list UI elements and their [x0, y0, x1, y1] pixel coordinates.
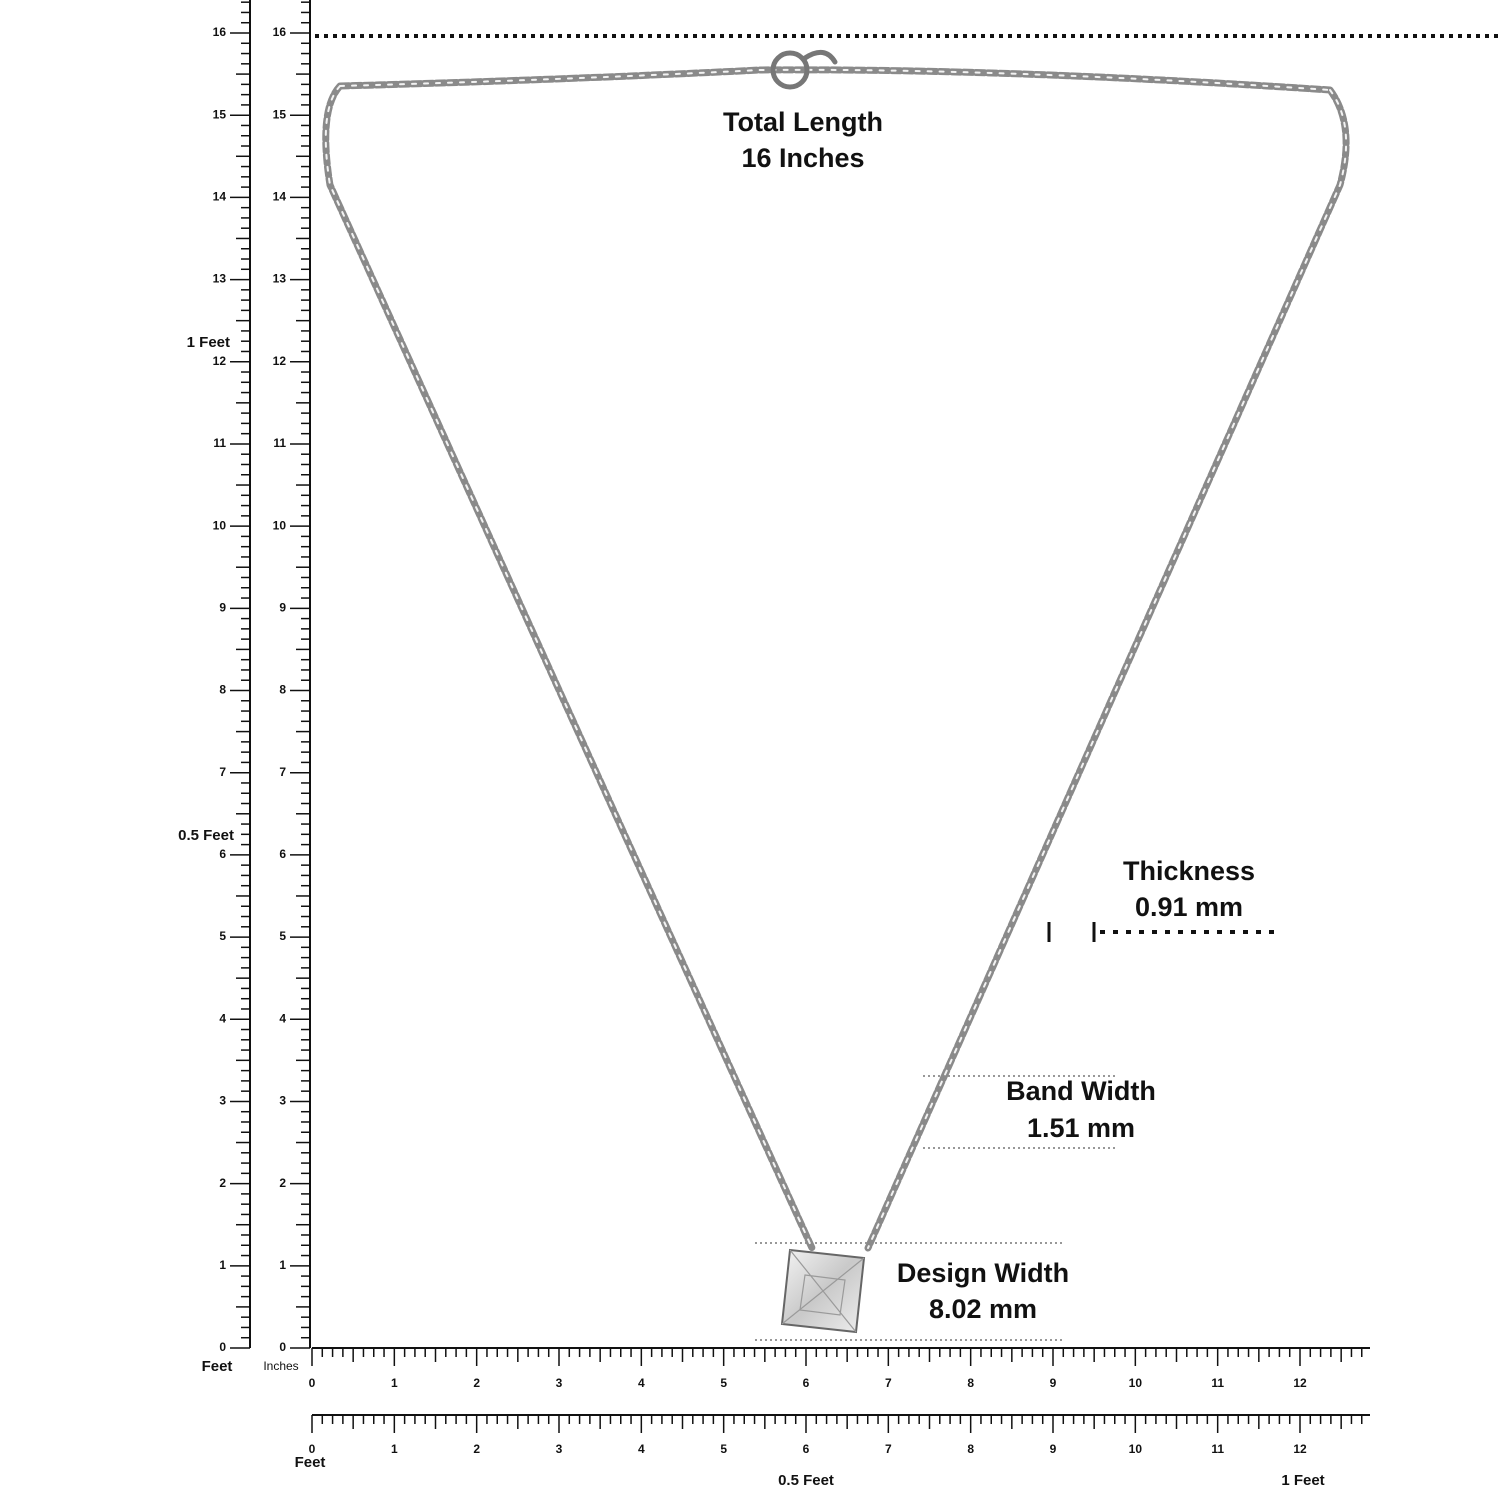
tick-label: 6: [279, 847, 286, 861]
tick-label: 12: [1293, 1376, 1307, 1390]
tick-label: 7: [885, 1442, 892, 1456]
tick-label: 0: [279, 1340, 286, 1354]
tick-label: 11: [1211, 1376, 1224, 1390]
tick-label: 4: [279, 1011, 286, 1025]
tick-label: 9: [1050, 1376, 1057, 1390]
annotation-title: Design Width: [897, 1258, 1069, 1288]
annotation-value: 16 Inches: [741, 143, 864, 173]
tick-label: 1: [391, 1442, 398, 1456]
tick-label: 6: [803, 1376, 810, 1390]
tick-label: 16: [273, 25, 287, 39]
tick-label: 0: [309, 1376, 316, 1390]
tick-label: 11: [1211, 1442, 1224, 1456]
tick-label: 4: [638, 1376, 645, 1390]
tick-label: 5: [279, 929, 286, 943]
tick-label: 9: [219, 600, 226, 614]
tick-label: 11: [213, 436, 226, 450]
tick-label: 8: [279, 683, 286, 697]
tick-label: 10: [273, 518, 287, 532]
tick-label: 5: [720, 1376, 727, 1390]
tick-label: 3: [556, 1442, 563, 1456]
tick-label: 0: [309, 1442, 316, 1456]
gem-facets: [781, 1249, 865, 1333]
tick-label: 15: [213, 107, 227, 121]
tick-label: 1: [219, 1258, 226, 1272]
tick-label: 6: [803, 1442, 810, 1456]
tick-label: 10: [213, 518, 227, 532]
tick-label: 12: [213, 354, 227, 368]
tick-label: 1: [391, 1376, 398, 1390]
tick-label: 7: [885, 1376, 892, 1390]
tick-label: 8: [219, 683, 226, 697]
tick-label: 7: [279, 765, 286, 779]
feet-mark: 0.5 Feet: [778, 1472, 834, 1489]
tick-label: 14: [213, 190, 227, 204]
tick-label: 16: [213, 25, 227, 39]
tick-label: 13: [273, 272, 287, 286]
annotation-title: Total Length: [723, 107, 883, 137]
tick-label: 0: [219, 1340, 226, 1354]
tick-label: 2: [473, 1376, 480, 1390]
feet-mark: 1 Feet: [1281, 1472, 1324, 1489]
tick-label: 8: [967, 1376, 974, 1390]
tick-label: 1: [279, 1258, 286, 1272]
tick-label: 9: [1050, 1442, 1057, 1456]
annotation-title: Band Width: [1006, 1076, 1156, 1106]
annotation-value: 0.91 mm: [1135, 892, 1243, 922]
tick-label: 2: [279, 1176, 286, 1190]
chain-highlight: [324, 68, 1348, 1249]
tick-label: 5: [219, 929, 226, 943]
tick-label: 3: [279, 1094, 286, 1108]
tick-label: 5: [720, 1442, 727, 1456]
tick-label: 3: [219, 1094, 226, 1108]
tick-label: 3: [556, 1376, 563, 1390]
tick-label: 12: [273, 354, 287, 368]
annotation-value: 1.51 mm: [1027, 1113, 1135, 1143]
tick-label: 2: [219, 1176, 226, 1190]
feet-mark: 0.5 Feet: [178, 827, 234, 844]
clasp: [770, 50, 810, 90]
tick-label: 2: [473, 1442, 480, 1456]
unit-label: Inches: [263, 1359, 298, 1373]
tick-label: 14: [273, 190, 287, 204]
unit-label: Feet: [202, 1358, 233, 1375]
tick-label: 4: [219, 1011, 226, 1025]
chain: [322, 66, 1350, 1252]
tick-label: 6: [219, 847, 226, 861]
tick-label: 12: [1293, 1442, 1307, 1456]
clasp-hook: [802, 49, 838, 65]
annotation-value: 8.02 mm: [929, 1294, 1037, 1324]
unit-label: Feet: [295, 1454, 326, 1471]
tick-label: 4: [638, 1442, 645, 1456]
tick-label: 9: [279, 600, 286, 614]
tick-label: 8: [967, 1442, 974, 1456]
tick-label: 10: [1129, 1376, 1143, 1390]
tick-label: 11: [273, 436, 286, 450]
pendant: [780, 1248, 866, 1334]
tick-label: 15: [273, 107, 287, 121]
tick-label: 10: [1129, 1442, 1143, 1456]
tick-label: 7: [219, 765, 226, 779]
feet-mark: 1 Feet: [187, 334, 230, 351]
tick-label: 13: [213, 272, 227, 286]
necklace: [322, 49, 1350, 1252]
annotation-title: Thickness: [1123, 856, 1255, 886]
